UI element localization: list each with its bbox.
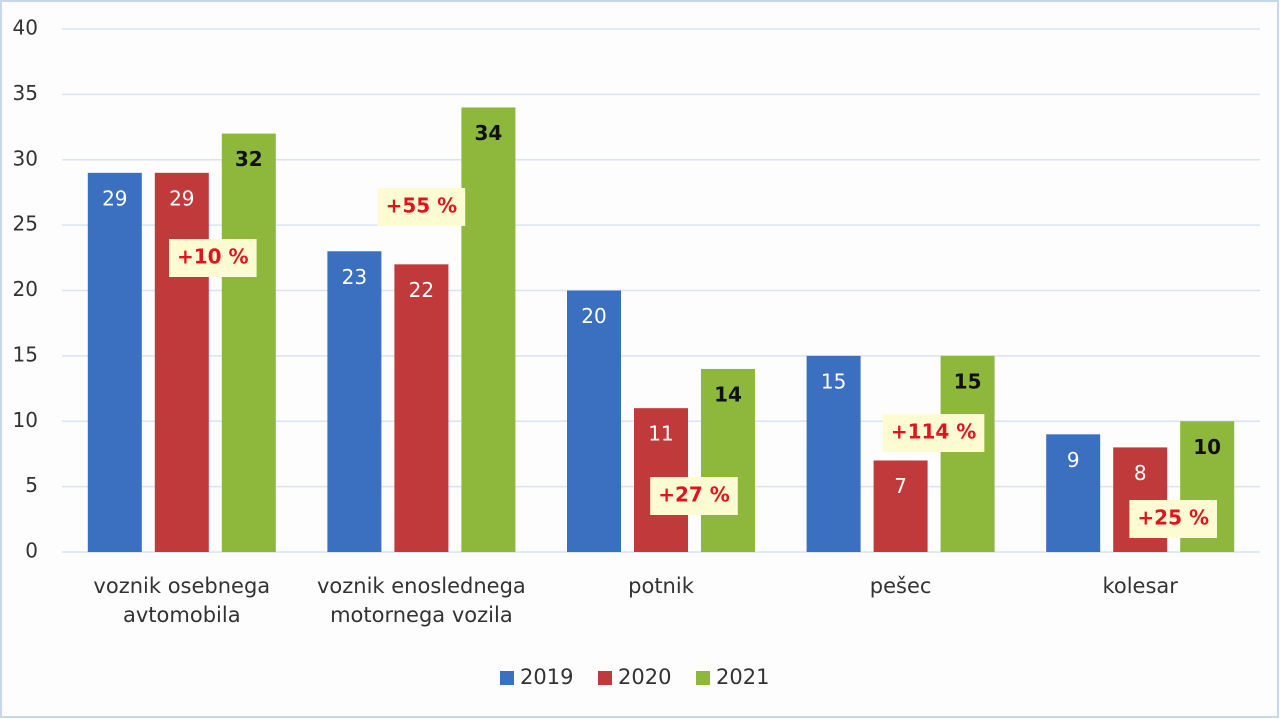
bar <box>806 355 861 552</box>
x-tick-label: kolesar <box>1102 574 1178 598</box>
annotation-box <box>169 239 257 277</box>
data-label: 10 <box>1193 435 1221 459</box>
y-tick-label: 20 <box>13 277 38 301</box>
legend-swatch <box>696 671 710 685</box>
data-label: 20 <box>581 304 606 328</box>
data-label: 15 <box>821 369 846 393</box>
y-tick-label: 5 <box>25 473 38 497</box>
legend-label: 2019 <box>520 665 573 689</box>
bar <box>1046 434 1101 552</box>
bar <box>567 290 621 552</box>
annotation: +114 % <box>891 420 977 444</box>
annotation: +25 % <box>1137 506 1209 530</box>
data-label: 32 <box>235 147 263 171</box>
y-tick-label: 40 <box>13 16 38 40</box>
bar <box>154 172 209 552</box>
legend-swatch <box>500 671 514 685</box>
annotation: +55 % <box>386 194 458 218</box>
annotation-box <box>650 477 738 515</box>
data-label: 14 <box>714 382 742 406</box>
annotation-box <box>1129 500 1217 538</box>
data-label: 34 <box>474 121 502 145</box>
legend-label: 2021 <box>716 665 769 689</box>
bar <box>87 172 142 552</box>
data-label: 22 <box>409 278 434 302</box>
y-tick-label: 15 <box>13 342 38 366</box>
x-tick-label: potnik <box>628 574 694 598</box>
data-label: 8 <box>1134 461 1147 485</box>
data-label: 15 <box>954 369 982 393</box>
bar <box>221 133 276 552</box>
legend-swatch <box>598 671 612 685</box>
y-tick-label: 0 <box>25 539 38 563</box>
y-tick-label: 10 <box>13 408 38 432</box>
data-label: 7 <box>894 474 907 498</box>
annotation: +27 % <box>658 483 730 507</box>
bar <box>873 460 928 552</box>
annotation-box <box>377 188 466 226</box>
legend-label: 2020 <box>618 665 671 689</box>
bar <box>327 251 382 552</box>
annotation: +10 % <box>177 245 249 269</box>
bar <box>940 355 995 552</box>
bar <box>701 368 755 552</box>
annotation-box <box>882 414 985 452</box>
y-tick-label: 30 <box>13 146 38 170</box>
data-label: 11 <box>648 422 673 446</box>
data-label: 29 <box>102 186 127 210</box>
bar <box>461 107 516 552</box>
y-tick-label: 25 <box>13 212 38 236</box>
y-tick-label: 35 <box>13 81 38 105</box>
x-tick-label: voznik enoslednega motornega vozila <box>316 574 526 627</box>
data-label: 23 <box>342 265 367 289</box>
x-tick-label: pešec <box>869 574 932 598</box>
bar <box>394 264 449 552</box>
data-label: 29 <box>169 186 194 210</box>
x-tick-label: voznik osebnega avtomobila <box>93 574 271 627</box>
data-label: 9 <box>1067 448 1080 472</box>
